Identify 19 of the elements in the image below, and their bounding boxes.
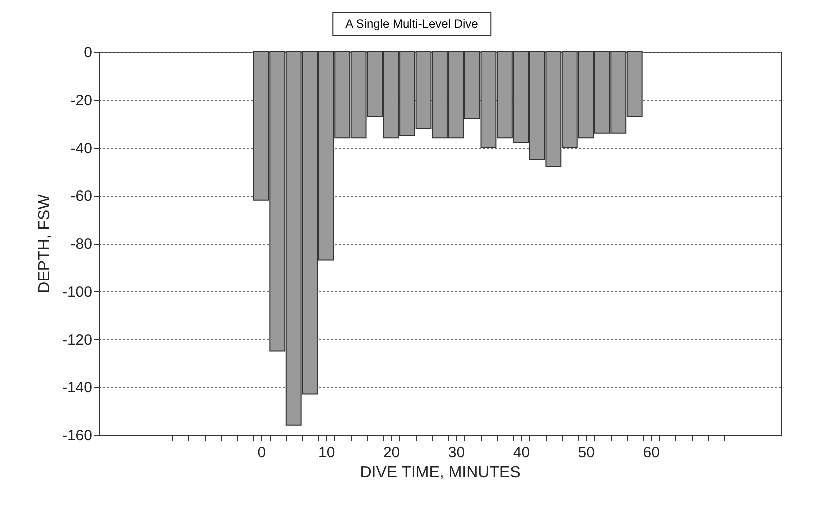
y-tick-label: -40 [70,140,92,158]
y-tick-label: -140 [62,380,92,397]
x-tick-label: 40 [513,444,530,462]
y-tick-label: -80 [70,236,92,253]
y-tick-label: -120 [62,332,92,349]
y-tick-label: -160 [62,428,92,444]
chart-title: A Single Multi-Level Dive [332,12,492,36]
y-tick-label: -20 [70,92,92,110]
x-tick-label: 30 [448,444,466,462]
y-tick-label: 0 [84,44,92,62]
x-tick-label: 0 [258,444,266,462]
x-axis-title: DIVE TIME, MINUTES [360,464,521,482]
y-tick-label: -60 [70,188,92,206]
y-tick-label: -100 [62,284,92,301]
x-tick-label: 60 [643,444,660,462]
x-tick-label: 50 [578,444,595,462]
y-axis-title: DEPTH, FSW [36,194,54,294]
x-tick-label: 10 [318,444,336,462]
x-tick-label: 20 [383,444,400,462]
